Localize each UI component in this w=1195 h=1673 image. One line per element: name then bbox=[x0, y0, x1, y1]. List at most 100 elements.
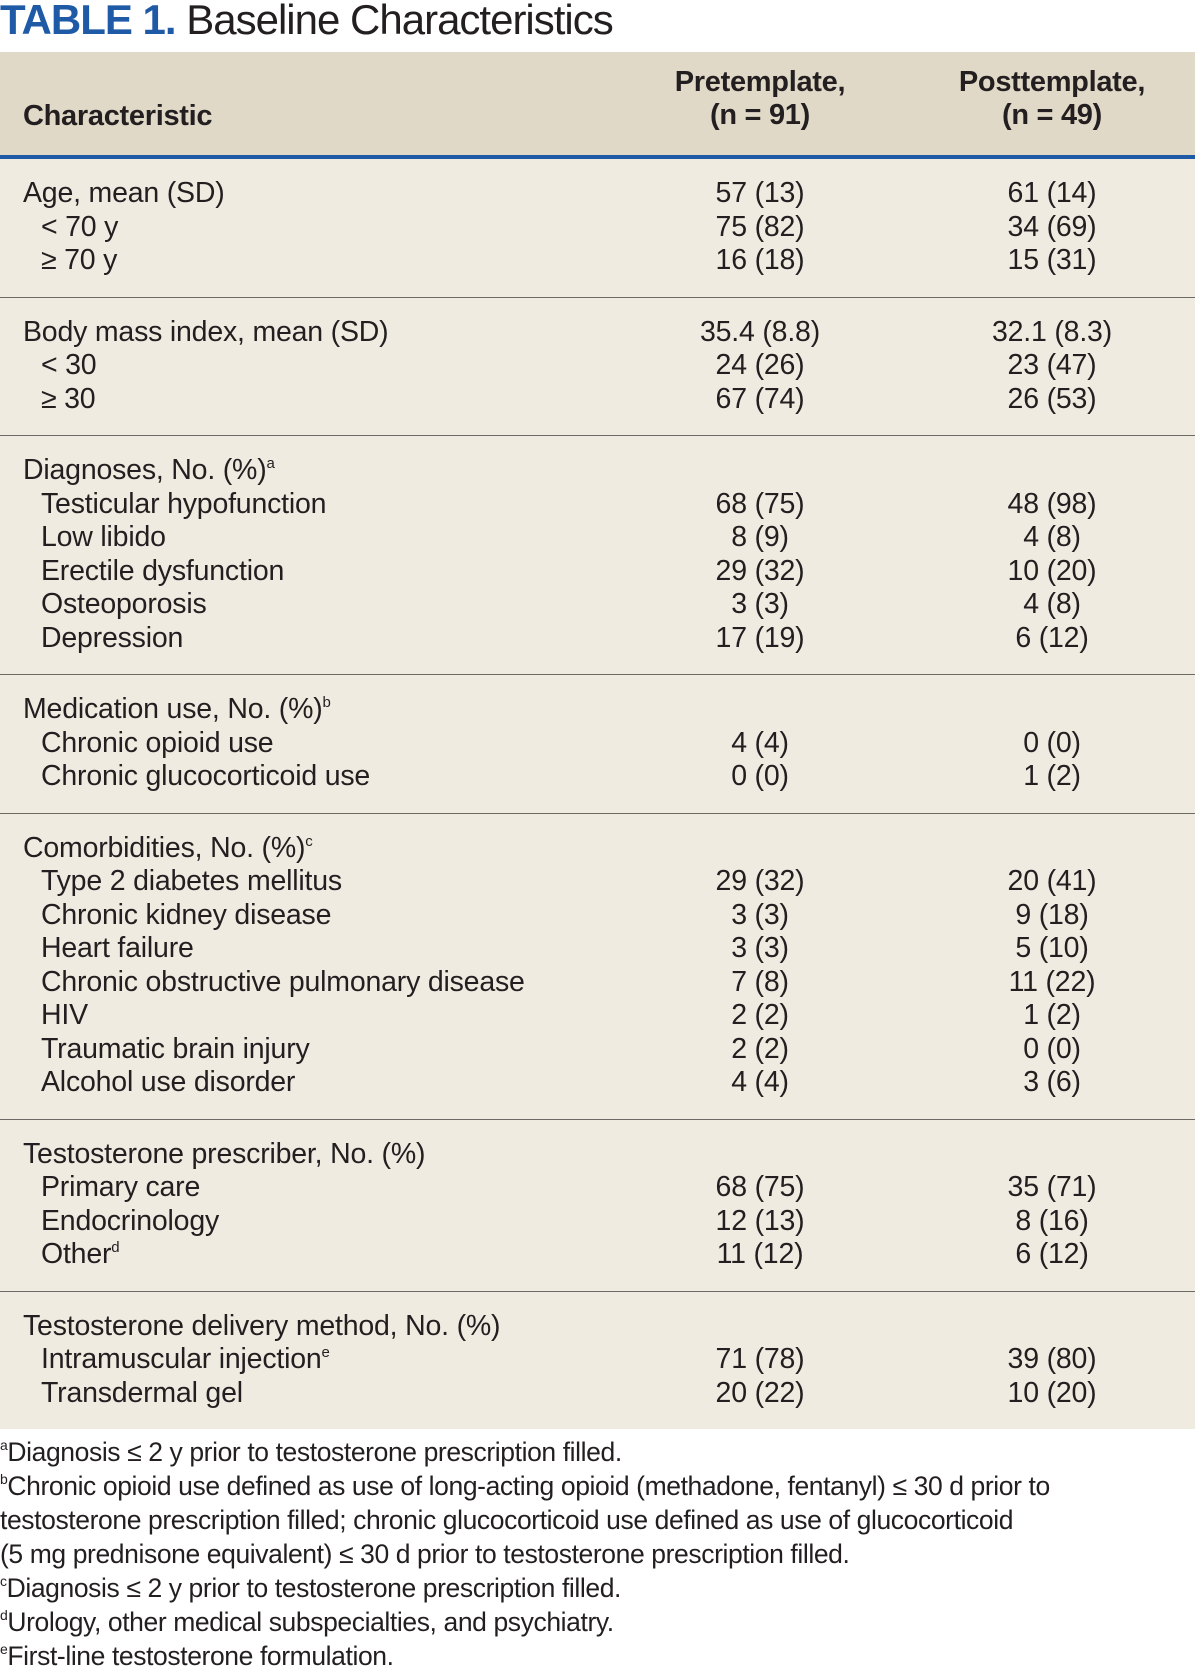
footnote-text: Diagnosis ≤ 2 y prior to testosterone pr… bbox=[6, 1573, 622, 1603]
row-label: Chronic obstructive pulmonary disease bbox=[41, 966, 525, 1000]
table-row: < 30 24 (26) 23 (47) bbox=[0, 349, 1195, 383]
footnote-mark: e bbox=[321, 1344, 330, 1361]
row-label: Transdermal gel bbox=[41, 1377, 243, 1411]
table-row: HIV 2 (2) 1 (2) bbox=[0, 999, 1195, 1033]
table-section: Diagnoses, No. (%)a Testicular hypofuncti… bbox=[0, 436, 1195, 675]
row-label-text: Other bbox=[41, 1238, 112, 1270]
footnote-text: Diagnosis ≤ 2 y prior to testosterone pr… bbox=[7, 1437, 622, 1467]
row-label: Erectile dysfunction bbox=[41, 555, 284, 589]
pretemplate-value: 75 (82) bbox=[715, 210, 805, 243]
footnote-line: dUrology, other medical subspecialties, … bbox=[0, 1605, 1195, 1639]
table-section: Medication use, No. (%)b Chronic opioid u… bbox=[0, 675, 1195, 814]
row-label: Intramuscular injectione bbox=[41, 1343, 330, 1377]
row-label-text: HIV bbox=[41, 999, 88, 1031]
table-body: Age, mean (SD) 57 (13) 61 (14) < 70 y 75 (82… bbox=[0, 159, 1195, 1429]
row-label: ≥ 70 y bbox=[41, 244, 117, 278]
posttemplate-value: 48 (98) bbox=[1007, 487, 1097, 520]
footnote-mark: d bbox=[111, 1239, 120, 1256]
posttemplate-value: 8 (16) bbox=[1015, 1204, 1089, 1237]
table-number: TABLE 1. bbox=[0, 0, 177, 43]
footnote-text: Chronic opioid use defined as use of lon… bbox=[7, 1471, 1050, 1501]
pretemplate-value: 3 (3) bbox=[731, 932, 789, 964]
row-label-text: ≥ 70 y bbox=[41, 244, 118, 276]
posttemplate-value: 0 (0) bbox=[1023, 1032, 1081, 1065]
table-row: Testosterone prescriber, No. (%) bbox=[0, 1138, 1195, 1172]
pretemplate-value: 35.4 (8.8) bbox=[700, 315, 820, 348]
row-label-text: Chronic opioid use bbox=[41, 726, 274, 759]
footnote-mark: c bbox=[305, 832, 313, 850]
posttemplate-value: 6 (12) bbox=[1015, 621, 1089, 654]
row-label-text: Alcohol use disorder bbox=[41, 1066, 296, 1098]
pretemplate-value: 71 (78) bbox=[715, 1343, 805, 1375]
row-label: Chronic kidney disease bbox=[41, 899, 331, 933]
pretemplate-value: 68 (75) bbox=[715, 487, 805, 520]
pretemplate-value: 17 (19) bbox=[715, 621, 805, 654]
row-label-text: Chronic kidney disease bbox=[41, 898, 332, 931]
pretemplate-value: 11 (12) bbox=[716, 1238, 804, 1270]
footnote-mark: a bbox=[266, 455, 275, 472]
footnote-mark: d bbox=[0, 1607, 8, 1623]
row-label-text: Heart failure bbox=[41, 932, 194, 964]
table-row: Erectile dysfunction 29 (32) 10 (20) bbox=[0, 555, 1195, 589]
posttemplate-value: 23 (47) bbox=[1007, 349, 1097, 381]
row-label: Age, mean (SD) bbox=[23, 177, 225, 211]
table-title: TABLE 1. Baseline Characteristics bbox=[0, 0, 1195, 52]
row-label: Body mass index, mean (SD) bbox=[23, 316, 389, 350]
posttemplate-value: 39 (80) bbox=[1007, 1343, 1097, 1375]
posttemplate-value: 35 (71) bbox=[1007, 1171, 1097, 1203]
footnote-mark: e bbox=[0, 1641, 8, 1657]
table-row: Age, mean (SD) 57 (13) 61 (14) bbox=[0, 177, 1195, 211]
pretemplate-value: 29 (32) bbox=[715, 865, 805, 897]
posttemplate-value: 20 (41) bbox=[1007, 865, 1097, 897]
posttemplate-value: 61 (14) bbox=[1007, 177, 1097, 209]
table-row: Intramuscular injectione 71 (78) 39 (80) bbox=[0, 1343, 1195, 1377]
posttemplate-value: 11 (22) bbox=[1008, 965, 1096, 998]
pretemplate-value: 16 (18) bbox=[715, 244, 805, 276]
row-label-text: Transdermal gel bbox=[41, 1376, 243, 1409]
posttemplate-value: 15 (31) bbox=[1007, 244, 1097, 276]
row-label: Osteoporosis bbox=[41, 588, 207, 622]
row-label: Low libido bbox=[41, 521, 166, 555]
row-label: Chronic glucocorticoid use bbox=[41, 760, 370, 794]
posttemplate-value: 1 (2) bbox=[1023, 999, 1081, 1031]
footnotes: aDiagnosis ≤ 2 y prior to testosterone p… bbox=[0, 1429, 1195, 1673]
row-label: ≥ 30 bbox=[41, 382, 96, 417]
row-label-text: ≥ 30 bbox=[41, 382, 96, 415]
footnote-line: (5 mg prednisone equivalent) ≤ 30 d prio… bbox=[0, 1537, 1195, 1571]
footnote-text: Urology, other medical subspecialties, a… bbox=[7, 1607, 614, 1637]
pretemplate-value: 2 (2) bbox=[731, 999, 789, 1031]
table-section: Comorbidities, No. (%)c Type 2 diabetes m… bbox=[0, 814, 1195, 1120]
table-row: Otherd 11 (12) 6 (12) bbox=[0, 1238, 1195, 1272]
table-row: Endocrinology 12 (13) 8 (16) bbox=[0, 1205, 1195, 1239]
footnote-mark: b bbox=[322, 694, 331, 711]
header-posttemplate: Posttemplate, (n = 49) bbox=[907, 66, 1195, 132]
header-rule bbox=[0, 155, 1195, 159]
row-label-text: Diagnoses, No. (%) bbox=[23, 454, 267, 486]
table-section: Testosterone prescriber, No. (%) Primary … bbox=[0, 1120, 1195, 1292]
footnote-line: aDiagnosis ≤ 2 y prior to testosterone p… bbox=[0, 1435, 1195, 1469]
row-label: < 70 y bbox=[41, 211, 118, 245]
row-label: Comorbidities, No. (%)c bbox=[23, 832, 313, 866]
table-row: Alcohol use disorder 4 (4) 3 (6) bbox=[0, 1066, 1195, 1100]
header-characteristic: Characteristic bbox=[23, 100, 213, 132]
row-label: Medication use, No. (%)b bbox=[23, 693, 331, 727]
row-label-text: Endocrinology bbox=[41, 1204, 220, 1237]
pretemplate-value: 3 (3) bbox=[731, 898, 789, 931]
posttemplate-value: 3 (6) bbox=[1023, 1066, 1081, 1098]
table-row: Low libido 8 (9) 4 (8) bbox=[0, 521, 1195, 555]
table-header: Characteristic Pretemplate, (n = 91) Pos… bbox=[0, 52, 1195, 155]
row-label: Type 2 diabetes mellitus bbox=[41, 865, 342, 899]
table-section: Testosterone delivery method, No. (%) Int… bbox=[0, 1292, 1195, 1430]
pretemplate-value: 24 (26) bbox=[715, 349, 805, 381]
posttemplate-value: 34 (69) bbox=[1007, 210, 1097, 243]
table-row: Chronic obstructive pulmonary disease 7 (… bbox=[0, 966, 1195, 1000]
row-label: < 30 bbox=[41, 349, 97, 383]
pretemplate-value: 20 (22) bbox=[715, 1376, 805, 1409]
table-row: ≥ 30 67 (74) 26 (53) bbox=[0, 383, 1195, 417]
posttemplate-value: 1 (2) bbox=[1023, 760, 1081, 792]
row-label: Otherd bbox=[41, 1238, 120, 1272]
table-caption: Baseline Characteristics bbox=[186, 0, 614, 43]
header-posttemplate-line1: Posttemplate, bbox=[958, 66, 1146, 98]
posttemplate-value: 5 (10) bbox=[1015, 932, 1089, 964]
posttemplate-value: 0 (0) bbox=[1023, 726, 1081, 759]
